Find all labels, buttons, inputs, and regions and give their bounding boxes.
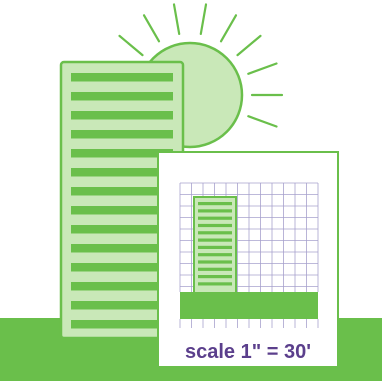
scale-building-floor bbox=[198, 202, 232, 206]
scale-building-floor bbox=[198, 253, 232, 257]
building-floor bbox=[71, 263, 173, 272]
building-floor bbox=[71, 111, 173, 120]
building-floor bbox=[71, 73, 173, 82]
sun-ray bbox=[118, 34, 144, 57]
building-floor bbox=[71, 92, 173, 101]
sun-ray bbox=[172, 3, 181, 36]
building-floor bbox=[71, 206, 173, 215]
building-floor bbox=[71, 130, 173, 139]
sun-ray bbox=[142, 14, 161, 43]
building-floor bbox=[71, 168, 173, 177]
building-floor bbox=[71, 282, 173, 291]
scale-ground-bar bbox=[180, 292, 318, 319]
building-floor bbox=[71, 149, 173, 158]
scale-building-floor bbox=[198, 282, 232, 286]
scale-building-floor bbox=[198, 238, 232, 242]
scale-building-icon bbox=[193, 196, 237, 298]
scale-building-floor bbox=[198, 223, 232, 228]
scale-building-floor bbox=[198, 216, 232, 220]
building-floor bbox=[71, 187, 173, 196]
sun-ray bbox=[247, 115, 278, 128]
building-icon bbox=[59, 60, 185, 340]
scale-building-floor bbox=[198, 209, 232, 213]
scale-building-floor bbox=[198, 231, 232, 235]
scale-building-floor bbox=[198, 260, 232, 264]
scale-building-floor bbox=[198, 267, 232, 271]
building-floor bbox=[71, 225, 173, 234]
building-floor bbox=[71, 320, 173, 329]
scale-building-floor bbox=[198, 275, 232, 279]
sun-ray bbox=[199, 3, 208, 36]
scale-label: scale 1" = 30' bbox=[185, 341, 311, 363]
building-floor bbox=[71, 301, 173, 310]
building-floor bbox=[71, 244, 173, 253]
scale-building-floor bbox=[198, 245, 232, 249]
scale-drawing-card: scale 1" = 30' bbox=[157, 151, 339, 368]
sun-ray bbox=[219, 14, 238, 43]
sun-ray bbox=[236, 34, 262, 57]
sun-ray bbox=[247, 62, 278, 75]
